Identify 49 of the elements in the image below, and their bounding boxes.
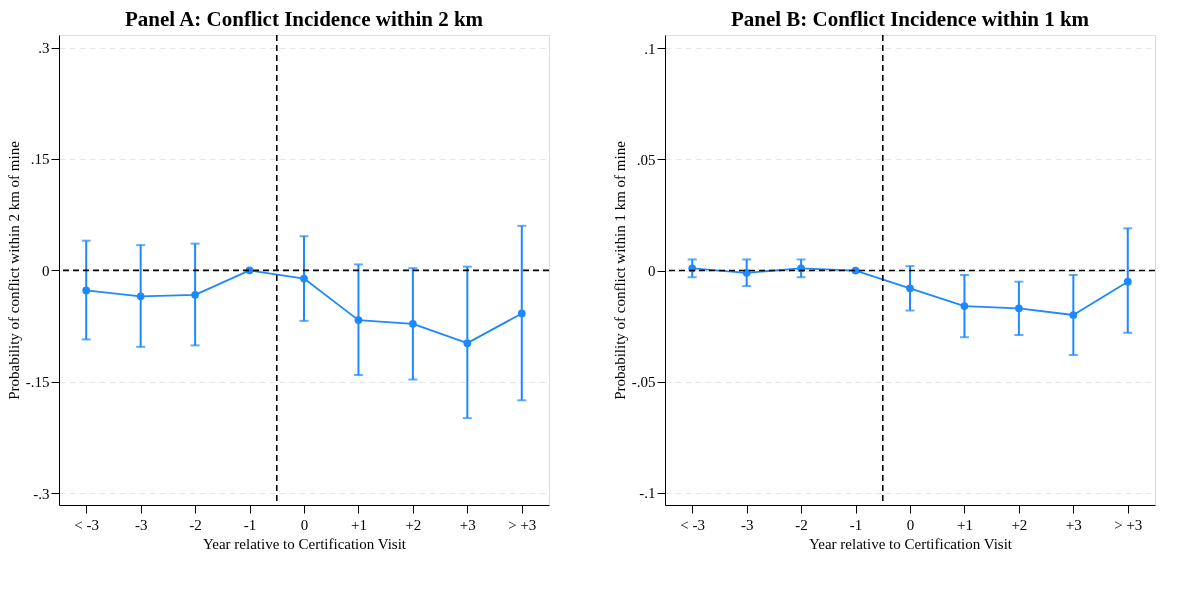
point	[517, 309, 526, 318]
x-tick-label: -1	[243, 516, 257, 533]
point	[409, 319, 417, 328]
x-tick-label: < -3	[74, 516, 100, 533]
x-tick-label: +3	[1065, 516, 1082, 533]
x-tick-label: +1	[350, 516, 367, 533]
y-tick-label: 0	[648, 263, 656, 280]
x-axis-title: Year relative to Certification Visit	[808, 535, 1013, 552]
x-tick-label: < -3	[680, 516, 706, 533]
y-tick-label: .05	[636, 151, 656, 168]
x-tick-label: -3	[134, 516, 148, 533]
y-tick-label: .15	[30, 151, 50, 168]
point	[906, 284, 914, 293]
point	[1123, 277, 1132, 286]
x-tick-label: 0	[906, 516, 915, 533]
y-axis-title: Probability of conflict within 2 km of mine	[5, 140, 22, 400]
chart-title: Panel A: Conflict Incidence within 2 km	[124, 7, 484, 32]
point	[463, 339, 472, 347]
y-tick-label: -.3	[33, 485, 50, 502]
x-tick-label: 0	[300, 516, 309, 533]
y-tick-label: .3	[38, 40, 50, 57]
point	[300, 274, 308, 283]
point	[742, 268, 751, 277]
y-tick-label: 0	[42, 262, 50, 279]
point	[1015, 304, 1023, 313]
point	[245, 266, 254, 275]
x-tick-label: +3	[459, 516, 476, 533]
y-tick-label: .1	[644, 40, 656, 57]
x-tick-label: -2	[795, 516, 808, 533]
y-axis-title: Probability of conflict within 1 km of mine	[611, 140, 628, 400]
y-tick-label: -.15	[25, 374, 50, 391]
point	[960, 302, 969, 310]
x-tick-label: +2	[405, 516, 422, 533]
point	[191, 291, 199, 299]
x-tick-label: -3	[740, 516, 754, 533]
x-tick-label: > +3	[1114, 516, 1143, 533]
y-tick-label: -.05	[631, 374, 656, 391]
x-tick-label: +2	[1011, 516, 1028, 533]
x-axis-title: Year relative to Certification Visit	[202, 535, 407, 552]
point	[136, 292, 145, 301]
y-tick-label: -.1	[639, 485, 656, 502]
x-tick-label: -2	[189, 516, 202, 533]
x-tick-label: > +3	[508, 516, 537, 533]
x-tick-label: -1	[849, 516, 863, 533]
chart-title: Panel B: Conflict Incidence within 1 km	[730, 7, 1090, 32]
point	[1069, 311, 1078, 319]
x-tick-label: +1	[956, 516, 973, 533]
point	[354, 316, 363, 324]
point	[82, 286, 91, 295]
